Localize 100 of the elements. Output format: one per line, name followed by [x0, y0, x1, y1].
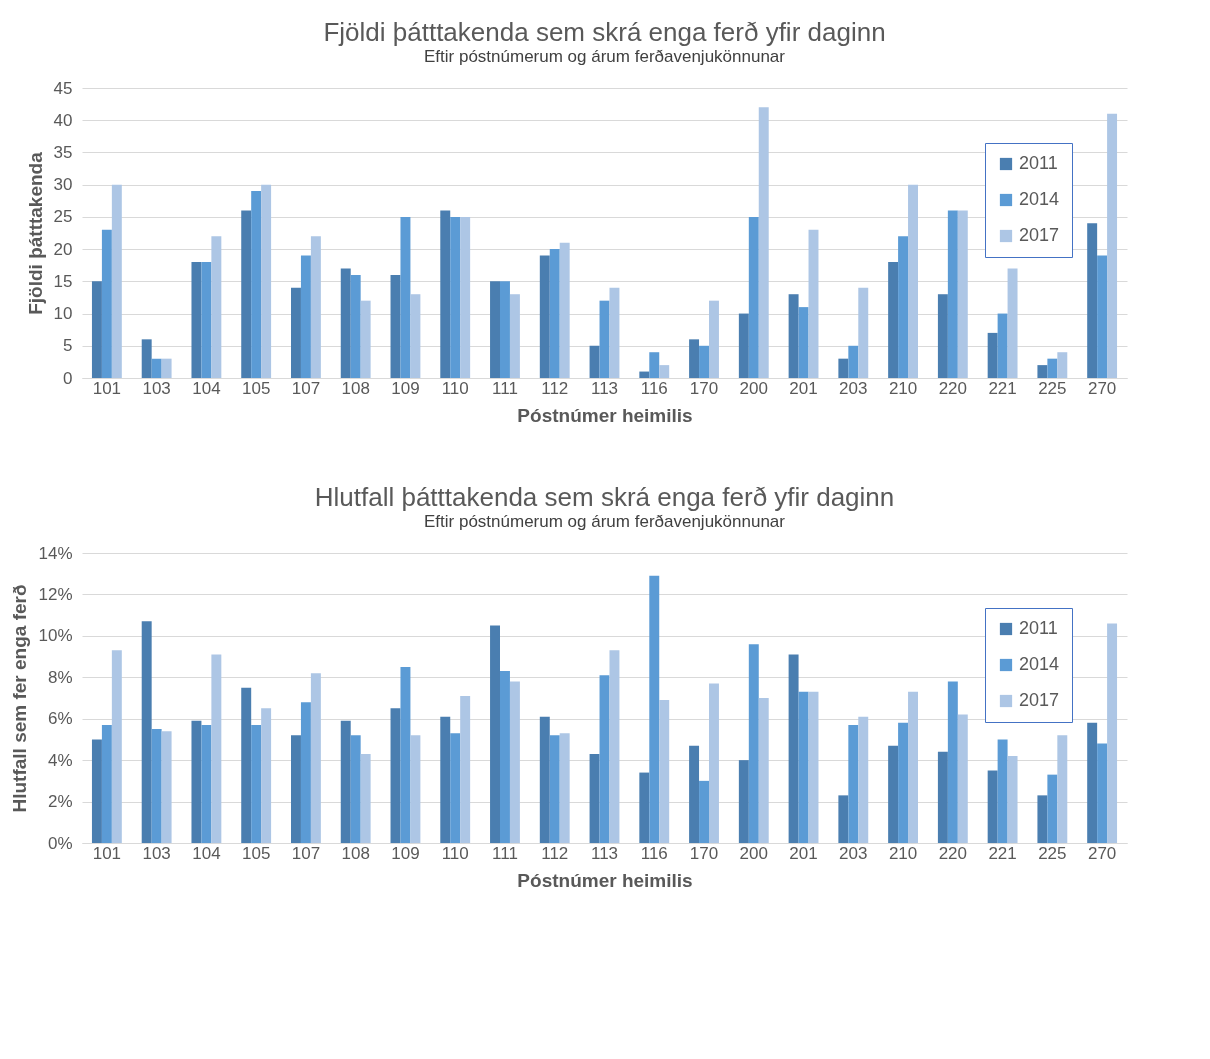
- chart-title: Fjöldi þátttakenda sem skrá enga ferð yfir daginn: [323, 17, 886, 47]
- bar: [400, 216, 411, 378]
- bar: [261, 708, 272, 843]
- bar: [161, 731, 172, 843]
- bar: [709, 300, 719, 378]
- bar: [659, 700, 670, 843]
- bar: [101, 229, 112, 378]
- bar: [798, 307, 809, 378]
- x-tick-label: 270: [1087, 843, 1117, 863]
- bar: [1047, 358, 1058, 378]
- bar: [450, 216, 461, 378]
- bar: [539, 255, 550, 378]
- bar: [738, 313, 749, 378]
- x-tick-label: 210: [888, 843, 918, 863]
- x-tick-label: 105: [241, 843, 271, 863]
- bar: [898, 236, 909, 378]
- bar: [947, 210, 958, 378]
- bar: [858, 716, 869, 843]
- bar: [709, 683, 719, 843]
- bar: [599, 300, 610, 378]
- bar: [490, 625, 500, 843]
- bar: [957, 210, 968, 378]
- bar: [748, 216, 759, 378]
- y-axis-title: Hlutfall sem fer enga ferð: [9, 584, 31, 813]
- y-tick-label: 6%: [47, 709, 73, 729]
- bar: [898, 722, 909, 843]
- bar: [500, 281, 510, 378]
- bar: [410, 294, 421, 378]
- bar: [509, 681, 520, 843]
- legend-label: 2017: [1019, 690, 1060, 710]
- bar: [291, 735, 301, 843]
- bar: [758, 698, 769, 843]
- bar: [1037, 365, 1048, 378]
- bar: [888, 262, 899, 378]
- x-axis-title: Póstnúmer heimilis: [517, 869, 693, 891]
- bar: [400, 666, 411, 843]
- bar: [340, 720, 351, 843]
- chart-title: Hlutfall þátttakenda sem skrá enga ferð yfir daginn: [314, 482, 895, 512]
- bar: [858, 287, 869, 378]
- y-tick-label: 4%: [47, 750, 73, 770]
- bar: [111, 184, 122, 378]
- bar: [1107, 623, 1118, 843]
- y-tick-label: 14%: [38, 543, 73, 563]
- bar: [559, 733, 570, 843]
- bar: [808, 691, 819, 843]
- x-tick-label: 113: [590, 843, 619, 863]
- bar: [609, 287, 620, 378]
- bar: [310, 673, 321, 843]
- bar: [639, 371, 650, 378]
- y-tick-label: 40: [53, 110, 73, 130]
- bar: [848, 345, 859, 378]
- bar: [300, 702, 311, 843]
- bar: [141, 621, 152, 843]
- bar: [599, 675, 610, 843]
- legend-label: 2011: [1019, 153, 1058, 173]
- bar: [1097, 255, 1108, 378]
- bar: [997, 313, 1008, 378]
- y-tick-label: 2%: [47, 792, 73, 812]
- y-axis-title: Fjöldi þátttakenda: [24, 151, 46, 315]
- x-tick-label: 225: [1038, 378, 1067, 398]
- bar: [490, 281, 500, 378]
- x-tick-label: 203: [839, 378, 868, 398]
- y-tick-label: 15: [53, 271, 73, 291]
- bar: [509, 294, 520, 378]
- bar: [699, 345, 709, 378]
- bar: [141, 339, 152, 378]
- bar: [1007, 756, 1018, 843]
- bar: [888, 745, 899, 843]
- bar: [649, 575, 660, 843]
- y-tick-label: 25: [53, 207, 73, 227]
- x-tick-label: 110: [441, 843, 469, 863]
- x-tick-label: 108: [341, 843, 370, 863]
- bar: [211, 654, 222, 843]
- bar: [440, 716, 451, 843]
- y-tick-label: 35: [53, 142, 73, 162]
- bar: [957, 714, 968, 843]
- bar: [1047, 774, 1058, 843]
- x-tick-label: 200: [739, 843, 768, 863]
- x-tick-label: 103: [142, 378, 171, 398]
- x-tick-label: 220: [938, 843, 968, 863]
- x-tick-label: 107: [291, 843, 321, 863]
- bar: [1087, 223, 1098, 378]
- bar: [758, 107, 769, 378]
- x-tick-label: 101: [92, 843, 122, 863]
- bar: [549, 735, 560, 843]
- bar: [410, 735, 421, 843]
- bar: [161, 358, 172, 378]
- bar: [609, 650, 620, 843]
- bar: [360, 300, 371, 378]
- bar: [151, 358, 162, 378]
- x-tick-label: 210: [888, 378, 918, 398]
- legend-label: 2017: [1019, 225, 1060, 245]
- bar: [539, 716, 550, 843]
- y-tick-label: 0%: [47, 833, 73, 853]
- x-tick-label: 111: [492, 378, 518, 398]
- bar: [291, 287, 301, 378]
- bar: [549, 249, 560, 378]
- bar: [798, 691, 809, 843]
- bar: [261, 184, 272, 378]
- x-tick-label: 109: [391, 378, 420, 398]
